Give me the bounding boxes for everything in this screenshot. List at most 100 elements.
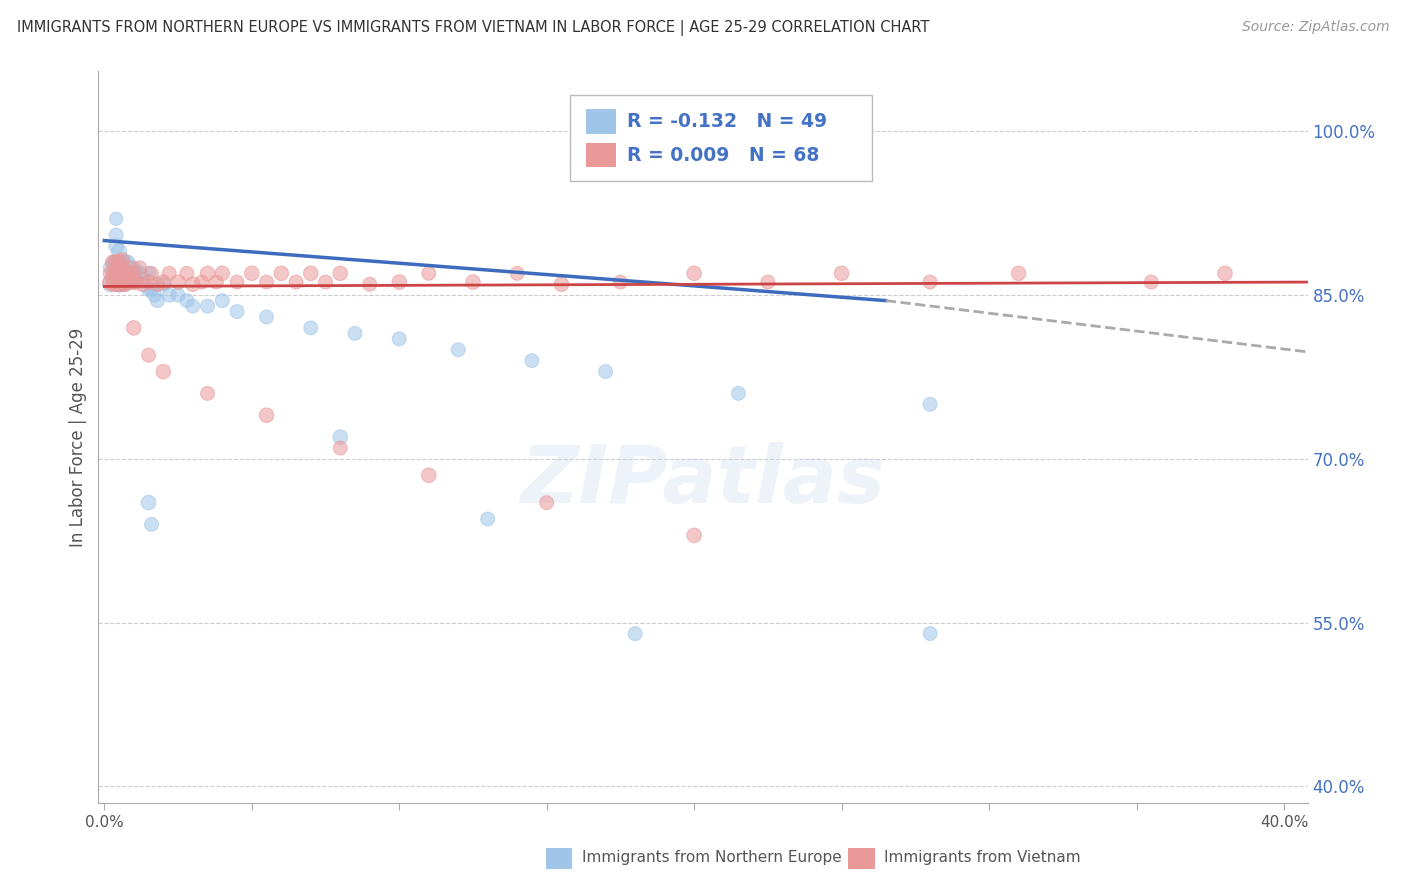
Point <box>1007 266 1029 280</box>
Point <box>329 266 352 280</box>
Point <box>108 277 131 292</box>
Point <box>418 266 440 280</box>
Point <box>138 348 160 362</box>
Point <box>226 275 249 289</box>
Point <box>141 517 163 532</box>
Text: Immigrants from Vietnam: Immigrants from Vietnam <box>884 850 1081 865</box>
Point <box>152 277 174 292</box>
Point <box>181 299 204 313</box>
Point <box>111 253 134 268</box>
Point <box>211 293 233 308</box>
FancyBboxPatch shape <box>848 848 875 869</box>
Point <box>550 277 572 292</box>
Point <box>190 275 212 289</box>
Point <box>138 495 160 509</box>
Point <box>114 255 136 269</box>
Point <box>343 326 366 341</box>
Point <box>256 310 278 324</box>
Point <box>122 321 145 335</box>
Point <box>167 288 190 302</box>
Point <box>122 260 145 275</box>
Point <box>920 397 942 411</box>
FancyBboxPatch shape <box>569 95 872 181</box>
Point <box>114 266 136 280</box>
Point <box>108 266 131 280</box>
Point <box>595 365 617 379</box>
Point <box>117 266 139 280</box>
Point <box>756 275 779 289</box>
Point <box>683 528 706 542</box>
Point <box>98 275 121 289</box>
Point <box>131 272 153 286</box>
Point <box>105 266 128 280</box>
Point <box>128 266 150 280</box>
Point <box>315 275 337 289</box>
Point <box>114 277 136 292</box>
Point <box>105 277 128 292</box>
Point <box>920 626 942 640</box>
Point <box>727 386 749 401</box>
Point <box>108 244 131 259</box>
Point <box>167 275 190 289</box>
Point <box>299 321 322 335</box>
Y-axis label: In Labor Force | Age 25-29: In Labor Force | Age 25-29 <box>69 327 87 547</box>
Point <box>461 275 484 289</box>
Point <box>111 255 134 269</box>
Point <box>117 275 139 289</box>
Text: Immigrants from Northern Europe: Immigrants from Northern Europe <box>582 850 842 865</box>
Point <box>111 266 134 280</box>
Point <box>197 266 219 280</box>
Point <box>1140 275 1163 289</box>
Point <box>125 266 148 280</box>
Text: R = 0.009   N = 68: R = 0.009 N = 68 <box>627 146 820 165</box>
Point <box>256 409 278 423</box>
Point <box>105 239 128 253</box>
Point <box>111 277 134 292</box>
Point <box>176 266 198 280</box>
Point <box>418 468 440 483</box>
Point <box>299 266 322 280</box>
Point <box>143 288 166 302</box>
Point <box>205 275 228 289</box>
Point <box>114 264 136 278</box>
Point <box>506 266 529 280</box>
Point <box>609 275 631 289</box>
Point <box>141 266 163 280</box>
Point <box>117 255 139 269</box>
Point <box>176 293 198 308</box>
Point <box>388 332 411 346</box>
Point <box>105 228 128 243</box>
Point <box>285 275 308 289</box>
Point <box>120 275 142 289</box>
Text: Source: ZipAtlas.com: Source: ZipAtlas.com <box>1241 20 1389 34</box>
Point <box>329 430 352 444</box>
Text: R = -0.132   N = 49: R = -0.132 N = 49 <box>627 112 827 131</box>
Text: ZIPatlas: ZIPatlas <box>520 442 886 520</box>
Point <box>131 277 153 292</box>
Point <box>146 277 169 292</box>
Point <box>329 441 352 455</box>
Point <box>98 277 121 292</box>
Point <box>120 260 142 275</box>
Point <box>141 283 163 297</box>
Point <box>388 275 411 289</box>
Point <box>98 266 121 280</box>
Point <box>624 626 647 640</box>
Point <box>536 495 558 509</box>
Point <box>138 275 160 289</box>
Point <box>1213 266 1236 280</box>
Point <box>152 365 174 379</box>
Point <box>157 266 180 280</box>
Point <box>105 211 128 226</box>
Point <box>270 266 292 280</box>
Point <box>101 272 124 286</box>
Point <box>111 266 134 280</box>
Point <box>105 266 128 280</box>
Point <box>240 266 263 280</box>
Point <box>122 275 145 289</box>
Point <box>197 386 219 401</box>
Point <box>105 255 128 269</box>
Point <box>108 255 131 269</box>
Point <box>117 266 139 280</box>
Point <box>111 277 134 292</box>
